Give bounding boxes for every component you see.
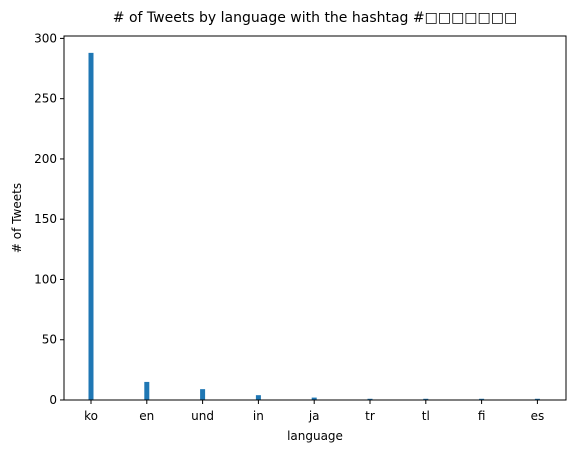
x-axis-ticks: ko en und in ja tr tl fi es — [84, 400, 544, 423]
x-tick-label: ko — [84, 409, 98, 423]
y-axis-label: # of Tweets — [10, 183, 24, 253]
bar-fi — [479, 398, 485, 400]
bar-und — [200, 389, 206, 400]
y-tick-label: 200 — [34, 152, 57, 166]
x-tick-label: tl — [422, 409, 430, 423]
y-tick-label: 100 — [34, 272, 57, 286]
x-tick-label: es — [531, 409, 545, 423]
bar-es — [534, 398, 540, 400]
y-tick-label: 300 — [34, 31, 57, 45]
chart-title: # of Tweets by language with the hashtag… — [113, 10, 517, 26]
y-tick-label: 0 — [49, 393, 57, 407]
bar-ja — [311, 397, 317, 400]
y-tick-label: 250 — [34, 92, 57, 106]
x-tick-label: en — [139, 409, 154, 423]
bar-en — [144, 381, 150, 400]
y-axis-ticks: 0 50 100 150 200 250 300 — [34, 31, 64, 407]
x-tick-label: ja — [308, 409, 320, 423]
y-tick-label: 50 — [42, 333, 57, 347]
plot-frame — [63, 35, 567, 401]
bar-in — [255, 395, 261, 400]
x-tick-label: fi — [478, 409, 486, 423]
bar-ko — [88, 52, 94, 401]
y-tick-label: 150 — [34, 212, 57, 226]
bars-group — [88, 52, 540, 401]
x-tick-label: in — [253, 409, 264, 423]
x-tick-label: tr — [365, 409, 375, 423]
x-tick-label: und — [191, 409, 214, 423]
bar-tr — [367, 398, 373, 400]
bar-tl — [423, 398, 429, 400]
x-axis-label: language — [287, 429, 343, 443]
